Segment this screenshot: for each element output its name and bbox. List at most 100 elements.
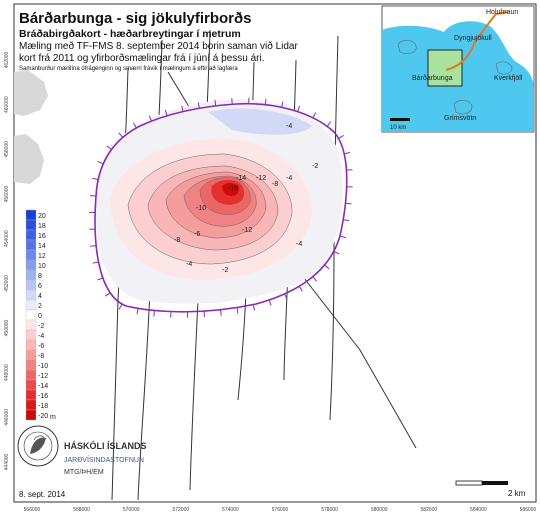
legend-swatch (26, 360, 36, 370)
y-axis-tick-label: 450000 (4, 319, 10, 336)
inset-label-bardarbunga: Bárðarbunga (412, 74, 453, 82)
legend-label: -10 (38, 363, 48, 370)
contour-label: -4 (286, 123, 292, 130)
legend-label: -4 (38, 333, 44, 340)
inset-label-kverkfjoll: Kverkfjöll (494, 75, 523, 82)
y-axis-tick-label: 458000 (4, 141, 10, 158)
y-axis-tick-label: 454000 (4, 230, 10, 247)
y-axis-tick-label: 456000 (4, 185, 10, 202)
legend-swatch (26, 370, 36, 380)
contour-label: -12 (242, 227, 252, 234)
contour-label: -14 (236, 175, 246, 182)
legend-label: -20 (38, 413, 48, 420)
legend-swatch (26, 270, 36, 280)
map-subtitle: Bráðabirgðakort - hæðarbreytingar í metr… (19, 28, 241, 40)
legend-swatch (26, 380, 36, 390)
legend-label: -16 (38, 393, 48, 400)
scale-label: 2 km (508, 489, 526, 498)
y-axis-tick-label: 448000 (4, 364, 10, 381)
legend-swatch (26, 220, 36, 230)
institute-name: JARÐVÍSINDASTOFNUN (64, 455, 144, 464)
inset-label-holuhraun: Holuhraun (486, 9, 518, 16)
rim-tick (90, 246, 96, 247)
map-note: Samanburður mælilína ófrágenginn og smær… (19, 65, 238, 72)
y-axis-tick-label: 452000 (4, 275, 10, 292)
contour-label: -4 (296, 241, 302, 248)
contour-label: -12 (256, 175, 266, 182)
y-axis-tick-label: 446000 (4, 409, 10, 426)
legend-label: -6 (38, 343, 44, 350)
legend-label: -18 (38, 403, 48, 410)
legend-swatch (26, 260, 36, 270)
legend-label: 2 (38, 303, 42, 310)
contour-label: -4 (186, 261, 192, 268)
y-axis-tick-label: 460000 (4, 96, 10, 113)
y-axis-tick-label: 462000 (4, 51, 10, 68)
x-axis-tick-label: 570000 (123, 507, 140, 513)
inset-label-dyngjujokull: Dyngjujökull (454, 35, 492, 42)
contour-label: -8 (174, 237, 180, 244)
rim-tick (221, 310, 222, 316)
legend-swatch (26, 330, 36, 340)
legend-swatch (26, 320, 36, 330)
legend-label: 0 (38, 313, 42, 320)
x-axis-tick-label: 576000 (272, 507, 289, 513)
inset-scale-label: 10 km (390, 125, 406, 131)
legend-swatch (26, 250, 36, 260)
contour-label: -6 (194, 231, 200, 238)
map-date: 8. sept. 2014 (19, 490, 66, 499)
map-title: Bárðarbunga - sig jökulyfirborðs (19, 10, 252, 27)
inset-map: Holuhraun Dyngjujökull Bárðarbunga Kverk… (382, 6, 534, 132)
legend-label: 14 (38, 243, 46, 250)
legend-label: 8 (38, 273, 42, 280)
legend-swatch (26, 230, 36, 240)
y-axis-ticks: 462000 460000 458000 456000 454000 452000 4500… (4, 51, 10, 470)
x-axis-tick-label: 580000 (371, 507, 388, 513)
legend-label: 6 (38, 283, 42, 290)
university-name: HÁSKÓLI ÍSLANDS (64, 440, 147, 451)
contour-label: -4 (286, 175, 292, 182)
contour-label: -8 (272, 181, 278, 188)
legend-label: -12 (38, 373, 48, 380)
contour-label: -16 (228, 185, 238, 192)
legend-label: 10 (38, 263, 46, 270)
legend-swatch (26, 290, 36, 300)
rim-tick (265, 99, 266, 105)
x-axis-tick-label: 568000 (73, 507, 90, 513)
map-description-line-2: kort frá 2011 og yfirborðsmælingar frá í… (19, 52, 264, 64)
map-description-line-1: Mæling með TF-FMS 8. september 2014 bori… (19, 40, 298, 52)
legend-label: -14 (38, 383, 48, 390)
contour-label: -2 (222, 267, 228, 274)
legend-label: 18 (38, 223, 46, 230)
legend-label: 12 (38, 253, 46, 260)
legend-label: 20 (38, 213, 46, 220)
legend-label: -2 (38, 323, 44, 330)
legend-swatch (26, 340, 36, 350)
legend-label: 4 (38, 293, 42, 300)
legend-swatch (26, 310, 36, 320)
x-axis-tick-label: 582000 (420, 507, 437, 513)
legend-label: 16 (38, 233, 46, 240)
x-axis-tick-label: 572000 (172, 507, 189, 513)
legend-swatch (26, 410, 36, 420)
y-axis-tick-label: 444000 (4, 453, 10, 470)
legend-swatch (26, 400, 36, 410)
x-axis-tick-label: 574000 (222, 507, 239, 513)
inset-label-grimsvotn: Grímsvötn (444, 115, 476, 122)
rim-tick (345, 203, 351, 204)
x-axis-tick-label: 578000 (321, 507, 338, 513)
rim-tick (154, 310, 155, 316)
legend-swatch (26, 350, 36, 360)
legend-swatch (26, 280, 36, 290)
legend-swatch (26, 390, 36, 400)
contour-label: -10 (196, 205, 206, 212)
x-axis-ticks: 566000 568000 570000 572000 574000 576000 5780… (24, 507, 537, 513)
legend-swatch (26, 240, 36, 250)
legend-label: -8 (38, 353, 44, 360)
contour-label: -2 (312, 163, 318, 170)
x-axis-tick-label: 566000 (24, 507, 41, 513)
legend-unit: m (50, 414, 56, 421)
legend-swatch (26, 210, 36, 220)
